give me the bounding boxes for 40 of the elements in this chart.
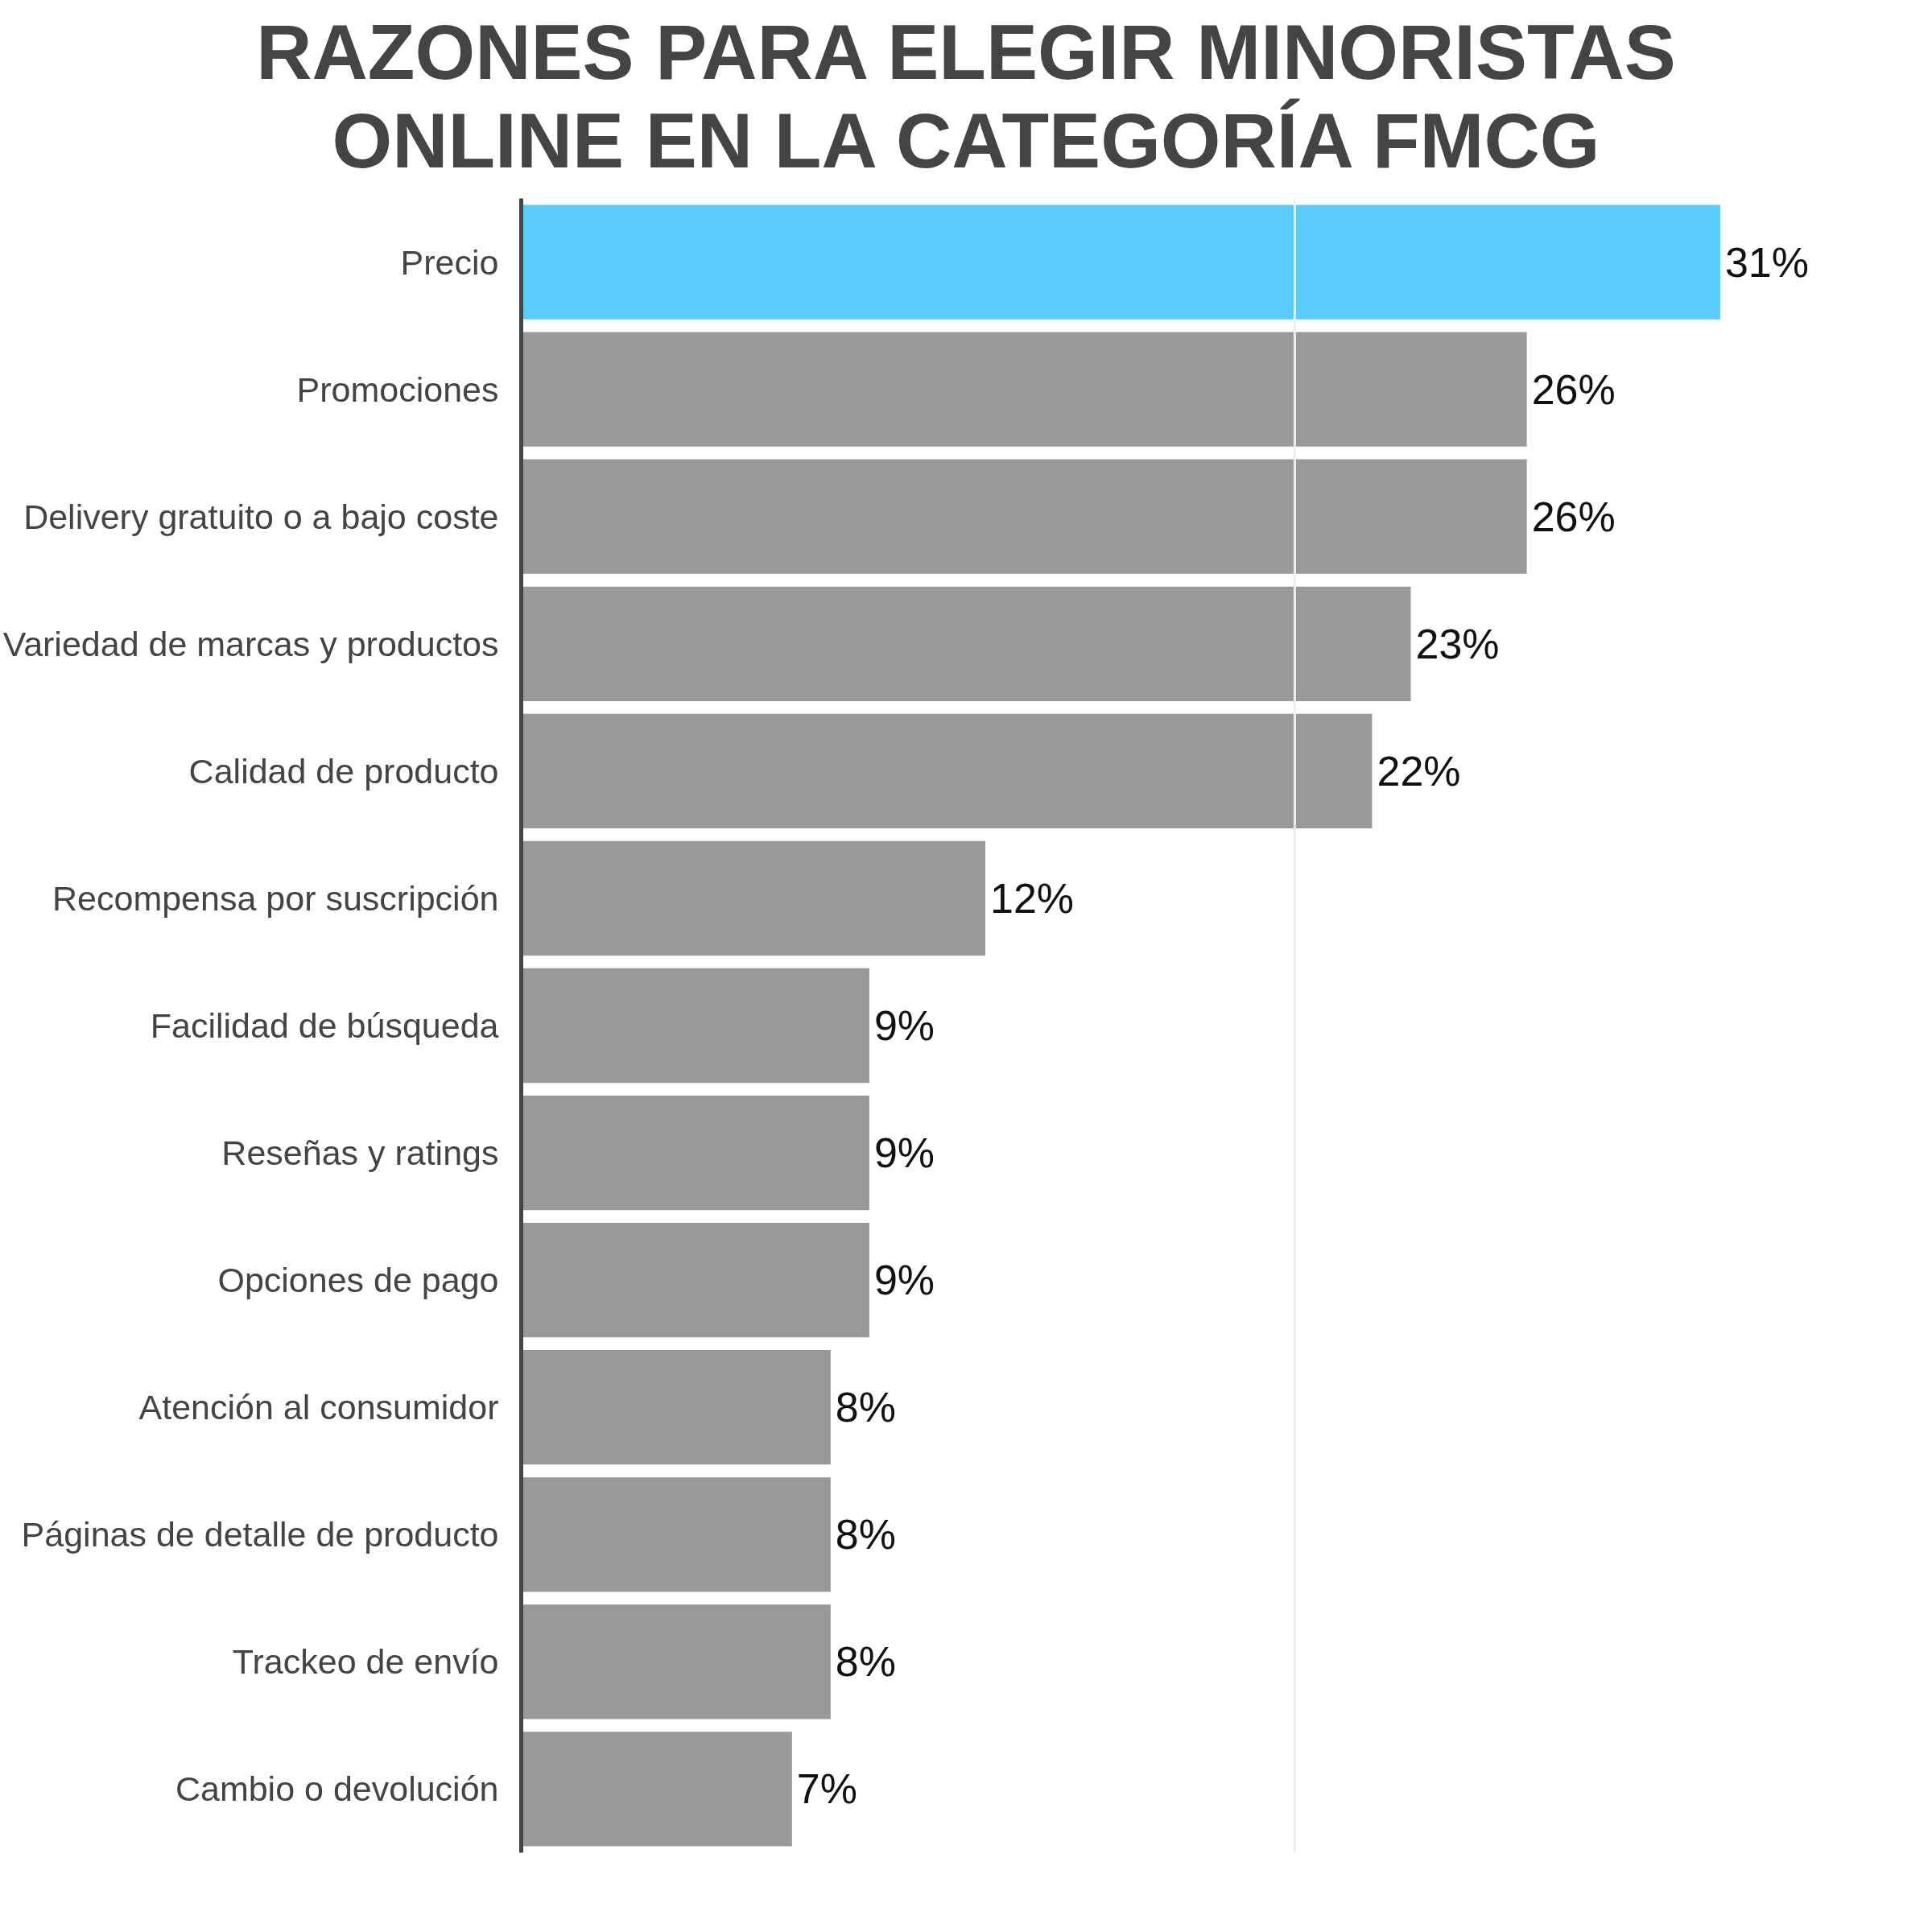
y-tick-label: Opciones de pago <box>217 1260 499 1299</box>
data-label: 8% <box>835 1511 897 1558</box>
y-tick-label: Precio <box>400 242 499 282</box>
bar <box>521 1349 831 1465</box>
data-label: 26% <box>1531 365 1616 413</box>
data-label: 9% <box>873 1001 935 1049</box>
y-tick-label: Facilidad de búsqueda <box>150 1005 499 1045</box>
bar <box>521 1222 869 1338</box>
data-label: 8% <box>835 1638 897 1686</box>
data-label: 7% <box>796 1765 857 1813</box>
y-tick-label: Promociones <box>296 369 499 409</box>
y-tick-label: Atención al consumidor <box>138 1388 499 1427</box>
y-tick-label: Recompensa por suscripción <box>52 878 499 918</box>
bar <box>521 1604 831 1719</box>
data-label: 9% <box>873 1256 935 1303</box>
y-tick-label: Reseñas y ratings <box>221 1133 499 1172</box>
bar <box>521 968 869 1083</box>
data-label: 26% <box>1531 493 1616 540</box>
bar <box>521 586 1411 701</box>
bar <box>521 1476 831 1592</box>
y-tick-label: Trackeo de envío <box>232 1642 499 1682</box>
y-tick-label: Páginas de detalle de producto <box>21 1515 499 1554</box>
y-tick-label: Delivery gratuito o a bajo coste <box>23 497 499 536</box>
chart-title: RAZONES PARA ELEGIR MINORISTAS ONLINE EN LA CATEGORÍA FMCG <box>255 8 1677 186</box>
bar <box>521 1732 792 1847</box>
data-label: 8% <box>835 1384 897 1431</box>
data-label: 9% <box>873 1129 935 1176</box>
bar <box>521 459 1527 574</box>
data-label: 31% <box>1724 238 1809 286</box>
data-label: 12% <box>990 874 1075 922</box>
bar <box>521 840 986 956</box>
y-tick-label: Variedad de marcas y productos <box>2 624 499 663</box>
bar <box>521 332 1527 447</box>
data-label: 22% <box>1377 747 1461 795</box>
y-tick-label: Calidad de producto <box>188 751 499 791</box>
bar <box>521 713 1373 828</box>
y-tick-label: Cambio o devolución <box>175 1769 499 1809</box>
bar <box>521 1095 869 1210</box>
bar <box>521 204 1720 320</box>
data-label: 23% <box>1415 620 1500 667</box>
